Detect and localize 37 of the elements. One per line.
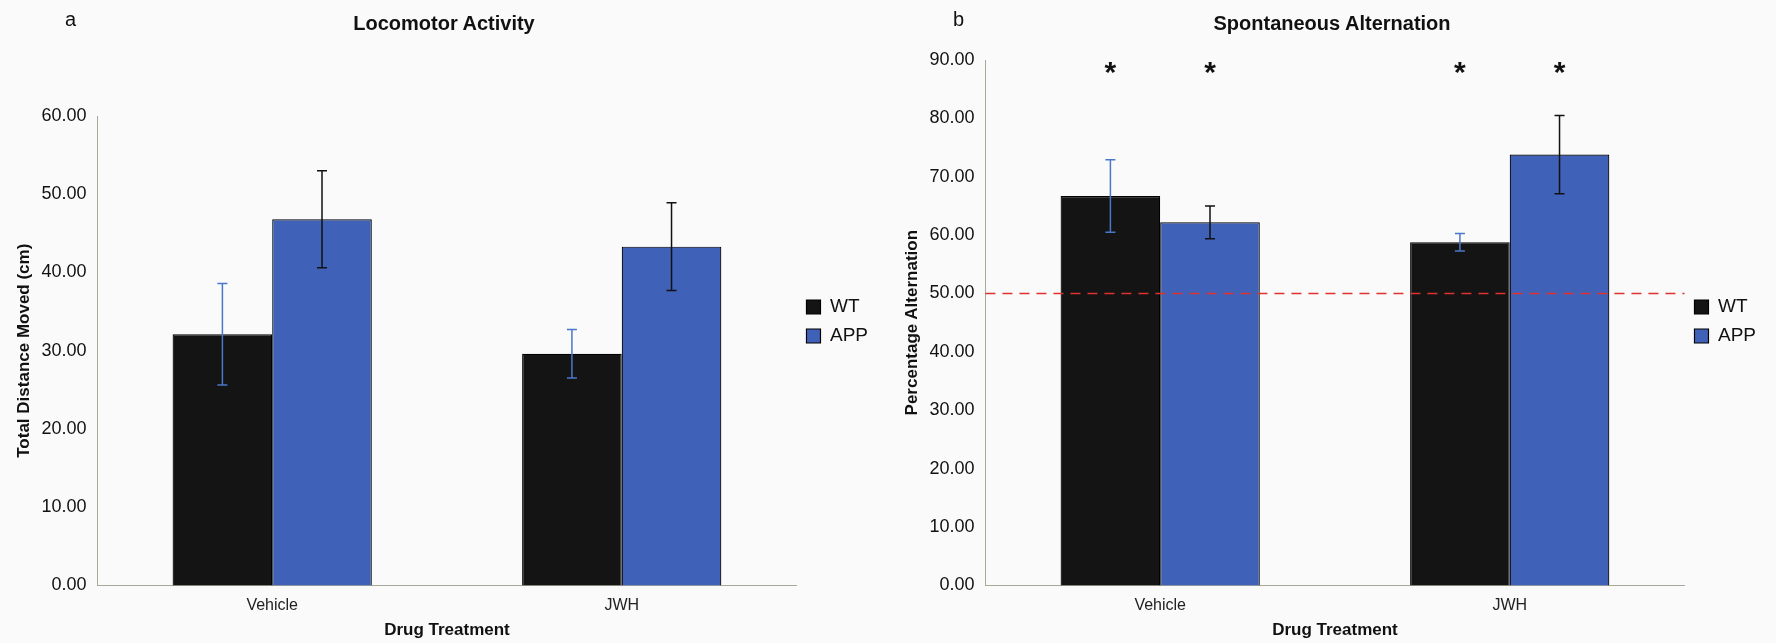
annotation: * xyxy=(1553,55,1566,88)
chart-subtitle: b xyxy=(953,8,965,30)
y-tick-label: 50.00 xyxy=(41,183,87,204)
y-axis-title: Total Distance Moved (cm) xyxy=(13,243,33,458)
x-axis-title: Drug Treatment xyxy=(1272,620,1399,640)
y-tick-label: 10.00 xyxy=(929,515,975,536)
y-tick-label: 0.00 xyxy=(51,574,87,595)
legend-label: APP xyxy=(1717,324,1757,346)
y-axis-title: Percentage Alternation xyxy=(901,229,921,416)
y-tick-label: 10.00 xyxy=(41,496,87,517)
annotation: * xyxy=(1204,55,1217,88)
y-tick-label: 20.00 xyxy=(929,457,975,478)
legend-label: WT xyxy=(1717,295,1748,317)
y-tick-label: 60.00 xyxy=(929,224,975,245)
y-tick-label: 40.00 xyxy=(929,340,975,361)
chart-title: Spontaneous Alternation xyxy=(1213,11,1451,34)
legend-label: APP xyxy=(829,324,869,346)
y-tick-label: 70.00 xyxy=(929,165,975,186)
y-tick-label: 60.00 xyxy=(41,104,87,125)
chart-subtitle: a xyxy=(65,8,77,30)
y-tick-label: 40.00 xyxy=(41,261,87,282)
x-tick-label: JWH xyxy=(1492,596,1528,614)
y-tick-label: 20.00 xyxy=(41,417,87,438)
y-tick-label: 30.00 xyxy=(929,399,975,420)
y-tick-label: 30.00 xyxy=(41,339,87,360)
annotation: * xyxy=(1454,55,1467,88)
y-tick-label: 80.00 xyxy=(929,107,975,128)
legend-label: WT xyxy=(829,295,860,317)
y-tick-label: 90.00 xyxy=(929,48,975,69)
annotation: * xyxy=(1104,55,1117,88)
y-tick-label: 50.00 xyxy=(929,282,975,303)
x-tick-label: Vehicle xyxy=(1134,596,1187,614)
chart-title: Locomotor Activity xyxy=(353,11,536,34)
y-tick-label: 0.00 xyxy=(939,574,975,595)
x-tick-label: Vehicle xyxy=(246,596,299,614)
x-tick-label: JWH xyxy=(604,596,640,614)
x-axis-title: Drug Treatment xyxy=(384,620,511,640)
